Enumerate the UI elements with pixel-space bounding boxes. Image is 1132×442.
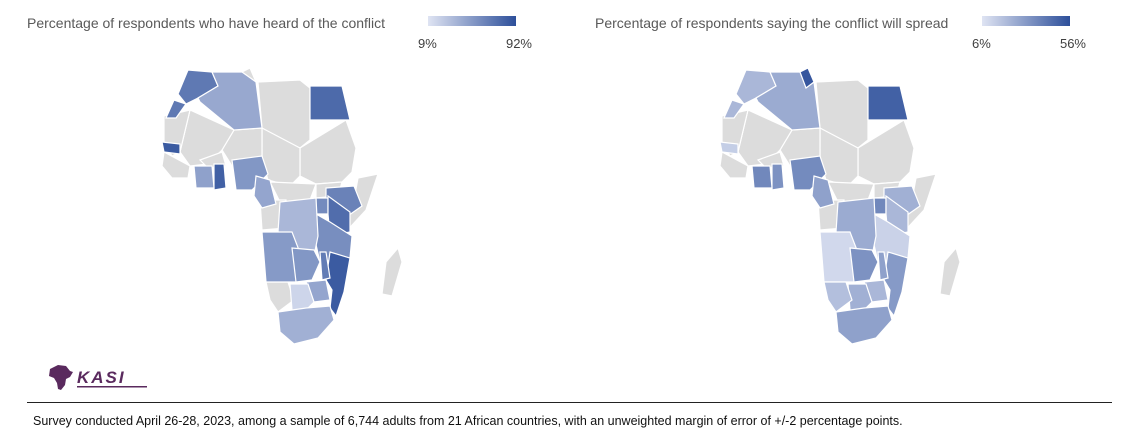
country-botswana — [847, 283, 873, 313]
kasi-logo: KASI — [49, 365, 147, 390]
country-south-africa — [835, 305, 893, 345]
country-uganda — [315, 197, 329, 215]
map-title: Percentage of respondents who have heard… — [27, 15, 386, 31]
country-mozambique — [325, 251, 351, 318]
map-panel-heard: Percentage of respondents who have heard… — [0, 0, 566, 395]
country-ivory-coast — [751, 165, 773, 189]
country-western-sahara — [165, 99, 187, 119]
africa-silhouette-icon — [49, 365, 73, 390]
country-botswana — [289, 283, 315, 313]
country-sudan — [857, 119, 915, 185]
country-malawi — [319, 251, 331, 281]
country-south-africa — [277, 305, 335, 345]
country-sudan — [299, 119, 357, 185]
country-western-sahara — [723, 99, 745, 119]
country-tunisia-l — [799, 67, 815, 89]
country-ghana — [771, 163, 785, 191]
country-cameroon — [811, 175, 835, 209]
country-ghana — [213, 163, 227, 191]
country-egypt — [867, 85, 909, 121]
map-panel-spread: Percentage of respondents saying the con… — [566, 0, 1132, 395]
country-egypt — [309, 85, 351, 121]
map-title: Percentage of respondents saying the con… — [595, 15, 949, 31]
country-guinea-west — [161, 151, 191, 179]
country-cameroon — [253, 175, 277, 209]
logo-text: KASI — [77, 368, 126, 387]
legend-min-label: 9% — [418, 36, 437, 51]
footnote: Survey conducted April 26-28, 2023, amon… — [33, 414, 903, 428]
africa-map — [161, 67, 403, 345]
legend-max-label: 92% — [505, 36, 532, 51]
country-senegal — [161, 141, 181, 155]
country-namibia-l — [823, 281, 853, 313]
country-algeria — [197, 71, 263, 131]
country-zambia — [849, 247, 879, 283]
country-guinea-west — [719, 151, 749, 179]
legend-gradient — [428, 16, 516, 26]
country-senegal — [719, 141, 739, 155]
africa-map — [719, 67, 961, 345]
footnote-divider — [27, 402, 1112, 403]
country-mozambique — [883, 251, 909, 318]
legend-min-label: 6% — [972, 36, 991, 51]
country-madagascar — [939, 246, 961, 297]
legend-gradient — [982, 16, 1070, 26]
country-malawi — [877, 251, 889, 281]
country-ivory-coast — [193, 165, 215, 189]
country-madagascar — [381, 246, 403, 297]
country-zambia — [291, 247, 321, 283]
country-uganda — [873, 197, 887, 215]
legend-max-label: 56% — [1059, 36, 1086, 51]
